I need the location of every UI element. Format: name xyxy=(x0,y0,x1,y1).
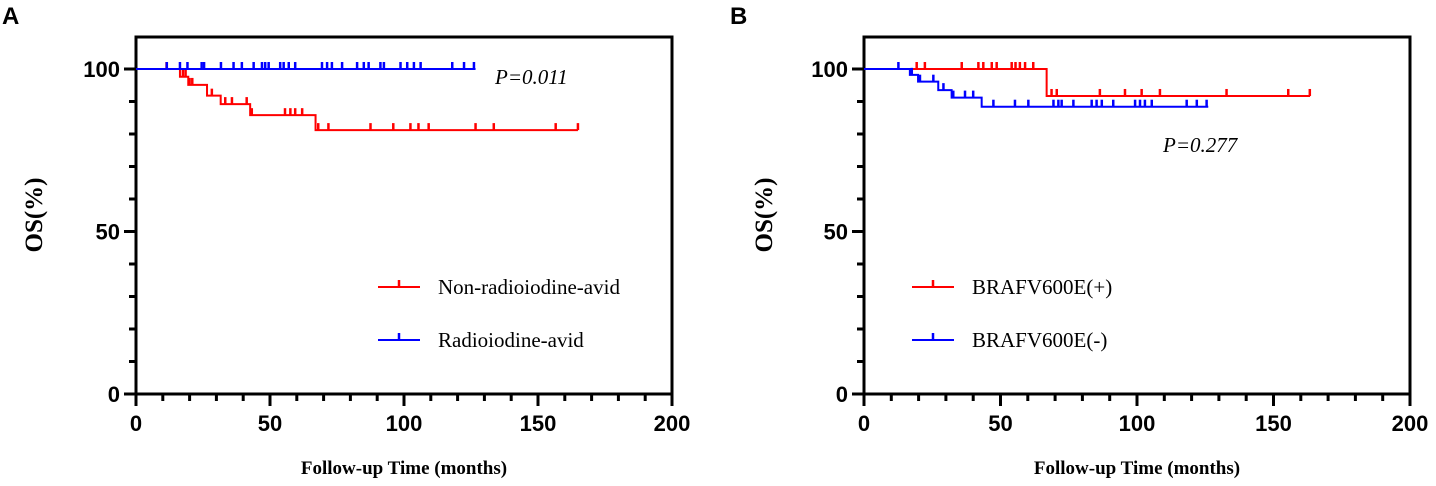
x-tick-label: 0 xyxy=(858,411,870,436)
x-tick-label: 0 xyxy=(130,411,142,436)
legend-label: Non-radioiodine-avid xyxy=(438,275,620,299)
x-tick-label: 200 xyxy=(654,411,691,436)
series-1: Radioiodine-avid xyxy=(136,62,584,352)
y-tick-label: 0 xyxy=(836,382,848,407)
y-axis-label: OS(%) xyxy=(21,178,48,253)
y-tick-label: 50 xyxy=(96,220,120,245)
x-tick-label: 150 xyxy=(520,411,557,436)
x-axis-label: Follow-up Time (months) xyxy=(301,458,507,479)
panel-letter: A xyxy=(2,3,19,30)
legend-label: BRAFV600E(-) xyxy=(972,328,1107,352)
legend-label: BRAFV600E(+) xyxy=(972,275,1112,299)
survival-curve xyxy=(864,68,1311,97)
x-tick-label: 150 xyxy=(1255,411,1292,436)
series-0: Non-radioiodine-avid xyxy=(136,62,620,299)
y-tick-label: 0 xyxy=(108,382,120,407)
y-tick-label: 100 xyxy=(83,57,120,82)
x-tick-label: 50 xyxy=(258,411,282,436)
panel-b: B 0 50 100 150 200 0 50 100 Follow-up Time (month… xyxy=(730,3,1428,479)
y-tick-label: 100 xyxy=(811,57,848,82)
series-0: BRAFV600E(+) xyxy=(864,62,1312,299)
series-1: BRAFV600E(-) xyxy=(864,62,1209,352)
panel-letter: B xyxy=(730,3,747,30)
panel-a: A 0 50 100 150 200 0 50 100 Follow-up Time (month… xyxy=(2,3,690,479)
x-tick-label: 100 xyxy=(386,411,423,436)
x-tick-label: 100 xyxy=(1119,411,1156,436)
y-axis-label: OS(%) xyxy=(751,178,778,253)
y-tick-label: 50 xyxy=(824,220,848,245)
legend-label: Radioiodine-avid xyxy=(438,328,584,352)
x-axis-label: Follow-up Time (months) xyxy=(1034,458,1240,479)
p-value: P=0.011 xyxy=(494,65,568,89)
x-tick-label: 50 xyxy=(988,411,1012,436)
p-value: P=0.277 xyxy=(1162,133,1239,157)
x-tick-label: 200 xyxy=(1392,411,1429,436)
survival-curve xyxy=(136,68,578,132)
survival-curve xyxy=(864,68,1209,108)
